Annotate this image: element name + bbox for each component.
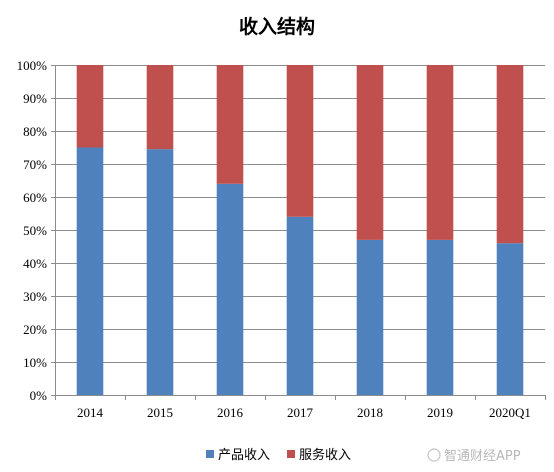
bar-product-2014 <box>76 147 104 395</box>
y-tick-label: 80% <box>23 124 47 139</box>
x-tick-labels: 2014 2015 2016 2017 2018 2019 2020Q1 <box>77 405 531 420</box>
x-tick-label: 2016 <box>217 405 244 420</box>
bar-product-2020Q1 <box>496 243 524 395</box>
y-tick-label: 30% <box>23 289 47 304</box>
x-tick-label: 2020Q1 <box>489 405 531 420</box>
y-tick-label: 50% <box>23 223 47 238</box>
x-tick-label: 2015 <box>147 405 173 420</box>
y-tick-label: 90% <box>23 91 47 106</box>
y-tick-label: 100% <box>17 58 48 73</box>
bar-product-2017 <box>286 216 314 395</box>
bar-product-2016 <box>216 183 244 395</box>
x-tick-label: 2017 <box>287 405 314 420</box>
y-tick-label: 10% <box>23 355 47 370</box>
bar-product-2015 <box>146 149 174 395</box>
legend-label-product: 产品收入 <box>218 448 270 463</box>
y-tick-labels: 0% 10% 20% 30% 40% 50% 60% 70% 80% 90% 100% <box>17 58 48 403</box>
y-tick-label: 60% <box>23 190 47 205</box>
bar-service-2017 <box>286 65 314 217</box>
bar-service-2018 <box>356 65 384 240</box>
bar-service-2014 <box>76 65 104 148</box>
legend: 产品收入 服务收入 <box>206 447 351 463</box>
bars <box>76 65 524 395</box>
y-tick-label: 20% <box>23 322 47 337</box>
bar-service-2015 <box>146 65 174 150</box>
x-tick-label: 2019 <box>427 405 453 420</box>
bar-product-2018 <box>356 239 384 395</box>
bar-product-2019 <box>426 239 454 395</box>
watermark: 智通财经APP <box>427 448 521 464</box>
y-tick-label: 40% <box>23 256 47 271</box>
legend-label-service: 服务收入 <box>299 447 351 463</box>
bar-service-2020Q1 <box>496 65 524 244</box>
watermark-text: 智通财经APP <box>444 449 521 464</box>
x-tick-label: 2014 <box>77 405 104 420</box>
bar-service-2019 <box>426 65 454 240</box>
axes <box>51 65 546 400</box>
y-tick-label: 0% <box>30 388 48 403</box>
x-tick-label: 2018 <box>357 405 383 420</box>
legend-swatch-service <box>287 450 295 458</box>
bar-service-2016 <box>216 65 244 184</box>
chart-title: 收入结构 <box>239 15 315 38</box>
legend-swatch-product <box>206 450 214 458</box>
y-tick-label: 70% <box>23 157 47 172</box>
watermark-logo-icon <box>427 448 441 462</box>
